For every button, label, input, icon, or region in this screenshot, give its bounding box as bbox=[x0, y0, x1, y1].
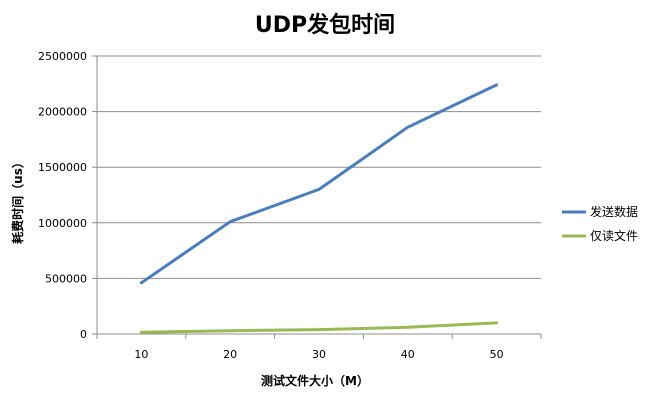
chart-title: UDP发包时间 bbox=[255, 12, 395, 38]
series-lines bbox=[139, 83, 499, 334]
y-tick-labels: 0 500000 1000000 1500000 2000000 2500000 bbox=[38, 50, 87, 341]
series-line-2 bbox=[139, 321, 499, 334]
legend-label: 仅读文件 bbox=[590, 228, 638, 243]
series-line-1 bbox=[139, 83, 499, 285]
x-tick-label: 40 bbox=[401, 348, 415, 361]
y-tick-label: 2000000 bbox=[38, 106, 87, 119]
y-tick-label: 500000 bbox=[45, 272, 87, 285]
x-tick-label: 10 bbox=[134, 348, 148, 361]
y-tick-label: 2500000 bbox=[38, 50, 87, 63]
legend-label: 发送数据 bbox=[590, 204, 638, 219]
y-tick-label: 1000000 bbox=[38, 217, 87, 230]
x-axis-label: 测试文件大小（M） bbox=[261, 373, 369, 388]
y-tick-label: 0 bbox=[80, 328, 87, 341]
axes bbox=[92, 55, 542, 339]
x-tick-label: 50 bbox=[490, 348, 504, 361]
x-tick-label: 20 bbox=[223, 348, 237, 361]
x-tick-label: 30 bbox=[312, 348, 326, 361]
gridlines bbox=[97, 55, 541, 279]
y-axis-label: 耗费时间（us） bbox=[10, 156, 25, 244]
y-tick-label: 1500000 bbox=[38, 161, 87, 174]
x-tick-labels: 10 20 30 40 50 bbox=[134, 348, 503, 361]
